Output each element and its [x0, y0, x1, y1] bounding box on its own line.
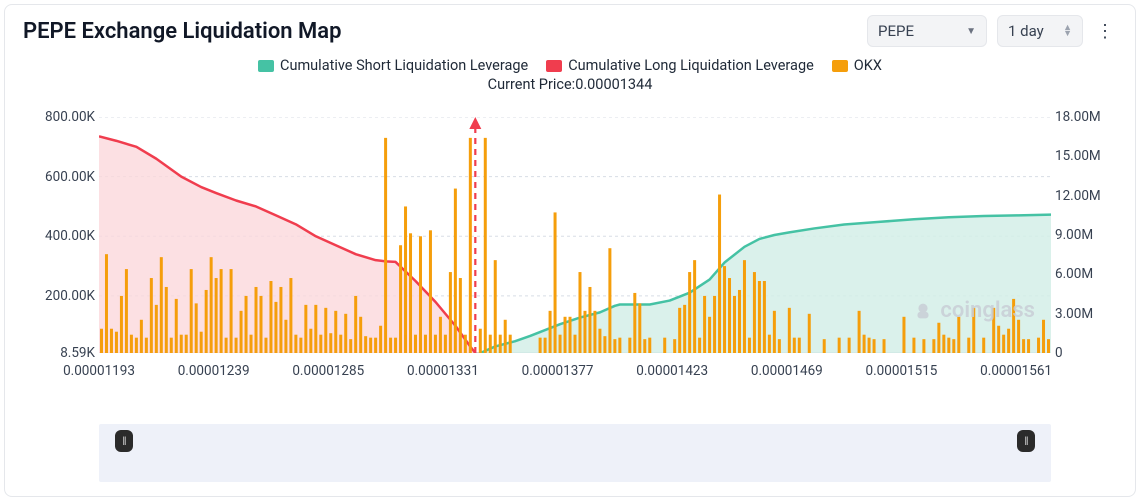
x-tick-label: 0.00001193: [63, 363, 135, 379]
y-right-tick-label: 15.00M: [1055, 148, 1117, 164]
scrub-handle-right[interactable]: ||: [1017, 430, 1035, 452]
watermark: coinglass: [912, 298, 1035, 323]
y-right-tick-label: 0: [1055, 345, 1117, 361]
x-tick-label: 0.00001239: [178, 363, 250, 379]
y-right-tick-label: 9.00M: [1055, 227, 1117, 243]
legend-label-short: Cumulative Short Liquidation Leverage: [280, 57, 528, 74]
x-tick-label: 0.00001331: [407, 363, 479, 379]
scrub-track[interactable]: || ||: [99, 424, 1051, 482]
x-tick-label: 0.00001377: [522, 363, 594, 379]
watermark-icon: [912, 300, 934, 322]
y-left-tick-label: 400.00K: [23, 228, 95, 244]
x-tick-label: 0.00001285: [292, 363, 364, 379]
sort-icon: ▲▼: [1063, 25, 1072, 37]
more-menu-button[interactable]: ⋮: [1093, 21, 1117, 42]
y-right-tick-label: 18.00M: [1055, 109, 1117, 125]
timeframe-select-value: 1 day: [1008, 22, 1044, 40]
chart-legend: Cumulative Short Liquidation Leverage Cu…: [5, 53, 1135, 74]
liquidation-map-card: PEPE Exchange Liquidation Map PEPE ▼ 1 d…: [4, 4, 1136, 497]
y-left-tick-label: 200.00K: [23, 288, 95, 304]
chart-svg: [99, 117, 1051, 353]
x-tick-label: 0.00001515: [866, 363, 938, 379]
y-left-tick-label: 600.00K: [23, 169, 95, 185]
x-tick-label: 0.00001423: [636, 363, 708, 379]
current-price-label: Current Price:0.00001344: [5, 76, 1135, 93]
legend-item-okx[interactable]: OKX: [832, 57, 882, 74]
chart-plot-area[interactable]: [99, 117, 1051, 353]
legend-item-short[interactable]: Cumulative Short Liquidation Leverage: [258, 57, 528, 74]
symbol-select-value: PEPE: [878, 22, 914, 40]
legend-swatch-long: [546, 60, 562, 72]
y-right-tick-label: 12.00M: [1055, 188, 1117, 204]
y-left-tick-label: 800.00K: [23, 109, 95, 125]
symbol-select[interactable]: PEPE ▼: [867, 15, 987, 47]
chart-container: coinglass 8.59K 200.00K 400.00K 600.00K 800.…: [23, 103, 1117, 383]
header-controls: PEPE ▼ 1 day ▲▼ ⋮: [867, 15, 1117, 47]
legend-swatch-short: [258, 60, 274, 72]
x-tick-label: 0.00001469: [751, 363, 823, 379]
card-title: PEPE Exchange Liquidation Map: [23, 19, 342, 44]
timeframe-select[interactable]: 1 day ▲▼: [997, 15, 1083, 47]
legend-swatch-okx: [832, 60, 848, 72]
legend-item-long[interactable]: Cumulative Long Liquidation Leverage: [546, 57, 814, 74]
card-header: PEPE Exchange Liquidation Map PEPE ▼ 1 d…: [5, 5, 1135, 53]
legend-label-okx: OKX: [854, 57, 882, 74]
y-left-tick-label: 8.59K: [23, 345, 95, 361]
legend-label-long: Cumulative Long Liquidation Leverage: [568, 57, 814, 74]
scrub-handle-left[interactable]: ||: [115, 430, 133, 452]
chevron-down-icon: ▼: [966, 26, 976, 37]
y-right-tick-label: 6.00M: [1055, 266, 1117, 282]
x-tick-label: 0.00001561: [980, 363, 1052, 379]
y-right-tick-label: 3.00M: [1055, 306, 1117, 322]
